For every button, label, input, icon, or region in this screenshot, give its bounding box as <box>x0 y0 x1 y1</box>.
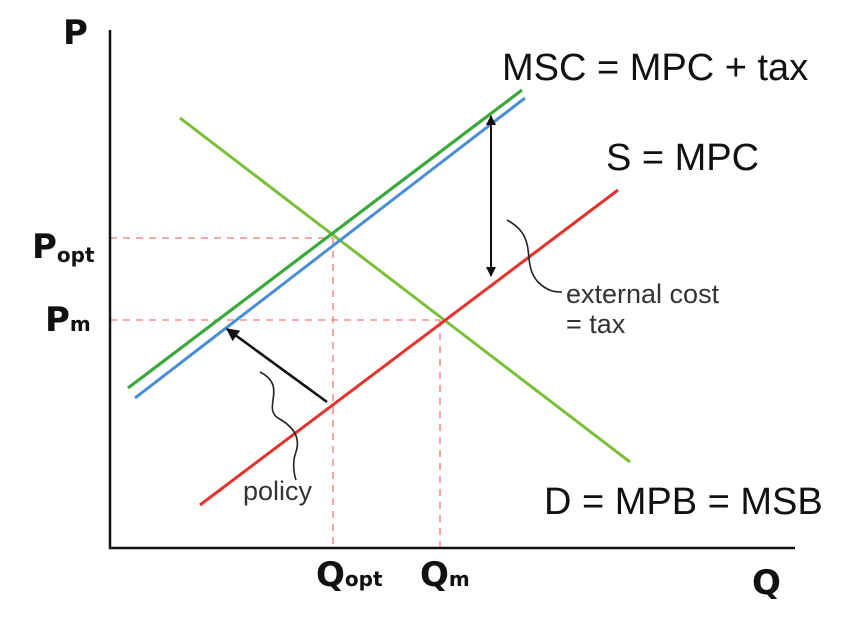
msc-label: MSC = MPC + tax <box>502 47 808 89</box>
axes <box>108 30 795 550</box>
policy-label: policy <box>243 476 313 506</box>
shifted-supply-curve <box>134 96 526 400</box>
supply-label: S = MPC <box>606 137 759 179</box>
msc-curve <box>127 88 523 390</box>
guide-lines <box>110 237 441 548</box>
q-opt-label: Qopt <box>316 555 383 595</box>
p-m-label: Pm <box>45 300 91 340</box>
policy-arrow <box>225 327 328 404</box>
external-cost-connector <box>506 219 563 293</box>
p-opt-label: Popt <box>32 227 95 267</box>
demand-label: D = MPB = MSB <box>544 481 823 523</box>
supply-curve <box>199 188 619 507</box>
y-axis-label: P <box>63 13 88 53</box>
external-cost-label: external cost <box>566 279 720 309</box>
demand-curve <box>179 116 631 464</box>
x-axis-label: Q <box>752 563 781 603</box>
policy-connector <box>259 371 299 481</box>
q-m-label: Qm <box>420 555 470 595</box>
tax-label: = tax <box>566 309 626 339</box>
